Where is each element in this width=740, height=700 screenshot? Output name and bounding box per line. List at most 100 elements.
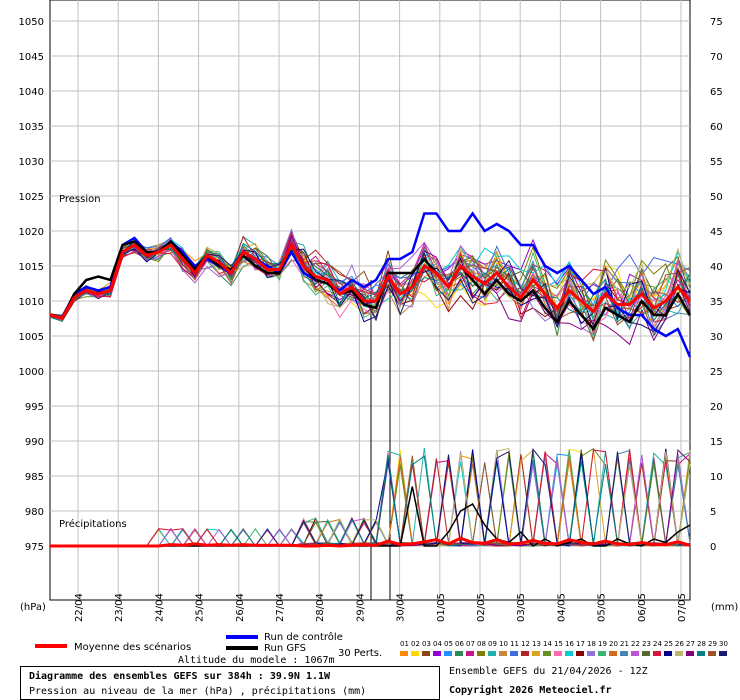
x-tick-label: 04/05: [556, 593, 567, 622]
y-left-tick-label: 1040: [19, 87, 44, 98]
mean-pressure-line: [49, 241, 692, 321]
member-color-swatch: [510, 651, 518, 656]
y-right-tick-label: 30: [710, 332, 723, 343]
member-number-label: 08: [477, 640, 486, 648]
x-tick-label: 24/04: [154, 593, 165, 622]
x-tick-label: 05/05: [597, 593, 608, 622]
member-color-swatch: [477, 651, 485, 656]
y-right-tick-label: 35: [710, 297, 723, 308]
member-color-swatch: [697, 651, 705, 656]
control-legend-swatch: [226, 635, 258, 639]
y-left-tick-label: 1035: [19, 122, 44, 133]
x-tick-label: 23/04: [114, 593, 125, 622]
member-color-swatch: [400, 651, 408, 656]
gfs-legend-label: Run GFS: [264, 643, 306, 654]
y-left-tick-label: 1000: [19, 367, 44, 378]
member-color-swatch: [543, 651, 551, 656]
y-right-tick-label: 65: [710, 87, 723, 98]
member-color-swatch: [422, 651, 430, 656]
x-axis-ticks: 22/04 23/04 24/04 25/04 26/04 27/04 28/04 29/04…: [74, 593, 688, 622]
x-tick-label: 22/04: [74, 593, 85, 622]
y-right-tick-label: 10: [710, 472, 723, 483]
member-number-label: 27: [686, 640, 695, 648]
member-color-swatch: [675, 651, 683, 656]
member-number-label: 20: [609, 640, 618, 648]
y-right-tick-label: 15: [710, 437, 723, 448]
y-left-tick-label: 975: [25, 542, 44, 553]
y-right-tick-label: 40: [710, 262, 723, 273]
y-left-unit: (hPa): [20, 602, 46, 613]
member-number-label: 03: [422, 640, 431, 648]
member-number-label: 15: [554, 640, 563, 648]
y-right-tick-label: 25: [710, 367, 723, 378]
y-right-tick-label: 0: [710, 542, 716, 553]
y-left-tick-label: 980: [25, 507, 44, 518]
y-left-tick-label: 1045: [19, 52, 44, 63]
y-right-tick-label: 50: [710, 192, 723, 203]
member-color-swatch: [620, 651, 628, 656]
footer-title: Diagramme des ensembles GEFS sur 384h : …: [29, 671, 331, 682]
member-number-label: 30: [719, 640, 728, 648]
y-left-tick-label: 990: [25, 437, 44, 448]
member-number-label: 17: [576, 640, 585, 648]
y-left-tick-label: 1005: [19, 332, 44, 343]
member-number-label: 26: [675, 640, 684, 648]
member-number-label: 22: [631, 640, 640, 648]
member-pressure-line: [49, 237, 691, 318]
y-left-tick-label: 985: [25, 472, 44, 483]
member-color-swatch: [466, 651, 474, 656]
x-tick-label: 02/05: [476, 593, 487, 622]
footer-subtitle: Pression au niveau de la mer (hPa) , pré…: [29, 686, 367, 697]
y-right-tick-label: 70: [710, 52, 723, 63]
y-axis-left-ticks: 1050 1045 1040 1035 1030 1025 1020 1015 1010 1005…: [19, 17, 44, 553]
member-number-label: 21: [620, 640, 629, 648]
y-right-unit: (mm): [711, 602, 738, 613]
run-info: Ensemble GEFS du 21/04/2026 - 12Z: [449, 666, 648, 677]
member-color-swatch: [631, 651, 639, 656]
x-tick-label: 25/04: [195, 593, 206, 622]
member-color-swatch: [598, 651, 606, 656]
member-number-label: 09: [488, 640, 497, 648]
y-left-tick-label: 995: [25, 402, 44, 413]
member-color-swatch: [609, 651, 617, 656]
member-number-label: 04: [433, 640, 442, 648]
member-number-label: 23: [642, 640, 651, 648]
precip-panel-label: Précipitations: [59, 518, 127, 530]
y-left-tick-label: 1050: [19, 17, 44, 28]
y-left-tick-label: 1030: [19, 157, 44, 168]
x-tick-label: 30/04: [396, 593, 407, 622]
member-color-swatch: [411, 651, 419, 656]
control-legend-label: Run de contrôle: [264, 631, 343, 643]
member-number-label: 19: [598, 640, 607, 648]
y-right-tick-label: 5: [710, 507, 716, 518]
member-number-label: 24: [653, 640, 662, 648]
member-number-label: 28: [697, 640, 706, 648]
member-color-swatch: [565, 651, 573, 656]
member-number-label: 29: [708, 640, 717, 648]
member-color-swatch: [532, 651, 540, 656]
x-tick-label: 06/05: [637, 593, 648, 622]
x-tick-label: 07/05: [677, 593, 688, 622]
perts-label: 30 Perts.: [338, 648, 382, 659]
y-right-tick-label: 55: [710, 157, 723, 168]
x-tick-label: 01/05: [436, 593, 447, 622]
y-right-tick-label: 60: [710, 122, 723, 133]
mean-precip-line: [50, 536, 691, 548]
member-color-swatch: [708, 651, 716, 656]
member-color-swatch: [455, 651, 463, 656]
x-tick-label: 26/04: [235, 593, 246, 622]
member-number-label: 12: [521, 640, 530, 648]
member-number-label: 02: [411, 640, 420, 648]
member-number-label: 13: [532, 640, 541, 648]
member-color-swatch: [719, 651, 727, 656]
y-left-tick-label: 1010: [19, 297, 44, 308]
member-color-swatch: [444, 651, 452, 656]
mean-legend-label: Moyenne des scénarios: [74, 641, 191, 653]
member-number-label: 10: [499, 640, 508, 648]
member-number-label: 18: [587, 640, 596, 648]
mean-legend-swatch: [35, 644, 67, 648]
highlighted-series: [49, 211, 692, 548]
y-right-tick-label: 75: [710, 17, 723, 28]
